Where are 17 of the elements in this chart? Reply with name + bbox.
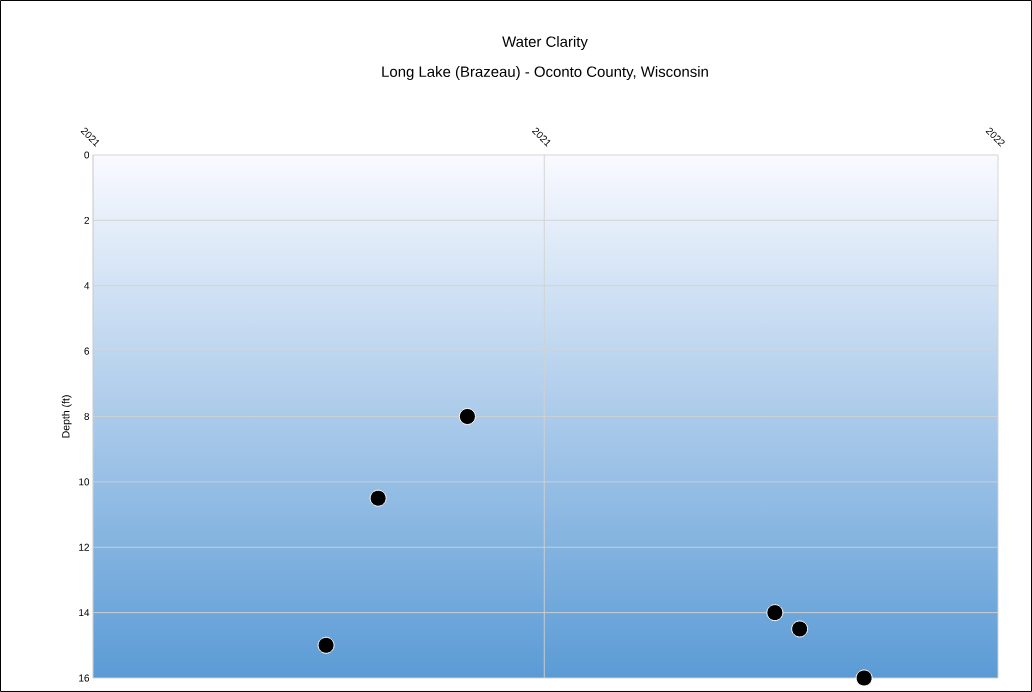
y-tick-label: 14	[79, 609, 90, 617]
y-tick-label: 4	[84, 282, 90, 290]
y-tick-label: 8	[84, 412, 90, 421]
point	[458, 407, 476, 425]
y-tick-label: 12	[79, 543, 89, 551]
chart-subtitle: Long Lake (Brazeau) - Oconto County, Wisconsin	[382, 66, 708, 80]
y-axis-title: Depth (ft)	[61, 395, 72, 438]
point	[766, 604, 784, 622]
y-tick-label: 0	[84, 151, 90, 159]
y-tick-label: 6	[84, 347, 90, 355]
point	[791, 620, 809, 638]
y-tick-label: 10	[79, 478, 90, 486]
chart-title: Water Clarity	[502, 36, 588, 50]
point	[369, 489, 387, 507]
y-tick-label: 16	[79, 674, 90, 682]
point	[317, 636, 335, 654]
y-tick-label: 2	[84, 216, 89, 224]
